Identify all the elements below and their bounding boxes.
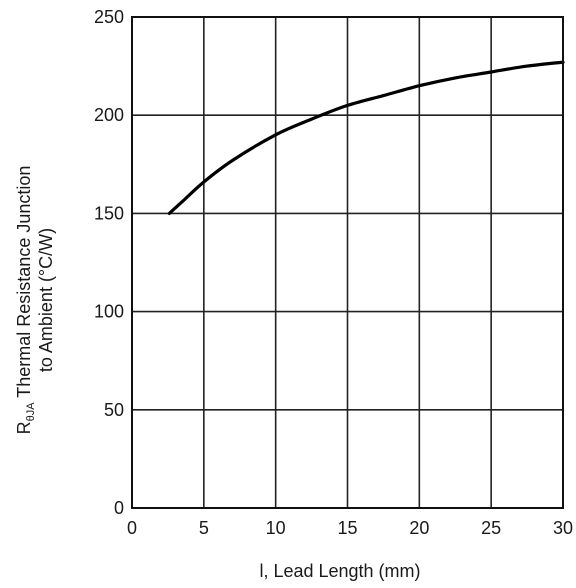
y-axis-title-line1: RθJA Thermal Resistance Junction	[14, 166, 37, 435]
series-line	[167, 60, 565, 215]
y-axis-title-line2: to Ambient (°C/W)	[36, 228, 56, 372]
x-tick-label: 10	[266, 518, 286, 538]
x-tick-label: 0	[127, 518, 137, 538]
y-tick-label: 150	[94, 203, 124, 223]
x-tick-label: 30	[553, 518, 573, 538]
y-tick-label: 0	[114, 498, 124, 518]
x-axis-title: l, Lead Length (mm)	[259, 561, 420, 581]
grid-lines	[132, 17, 563, 508]
x-tick-labels: 0 5 10 15 20 25 30	[127, 518, 573, 538]
x-tick-label: 20	[409, 518, 429, 538]
y-axis-title: RθJA Thermal Resistance Junction to Ambi…	[14, 166, 56, 435]
y-tick-label: 100	[94, 302, 124, 322]
y-tick-labels: 0 50 100 150 200 250	[94, 7, 124, 518]
x-tick-label: 25	[481, 518, 501, 538]
series-layer	[167, 60, 565, 215]
x-tick-label: 5	[199, 518, 209, 538]
y-tick-label: 250	[94, 7, 124, 27]
plot-frame	[131, 16, 564, 509]
y-tick-label: 200	[94, 105, 124, 125]
x-tick-label: 15	[337, 518, 357, 538]
y-tick-label: 50	[104, 400, 124, 420]
